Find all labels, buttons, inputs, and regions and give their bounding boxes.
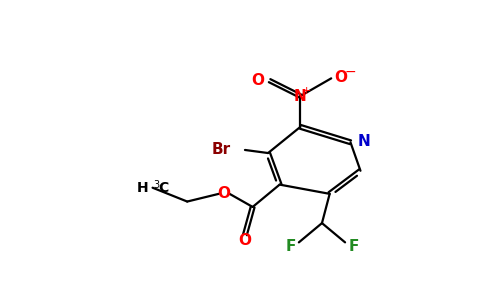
Text: N: N xyxy=(357,134,370,149)
Text: O: O xyxy=(251,73,264,88)
Text: 3: 3 xyxy=(153,180,159,190)
Text: N: N xyxy=(294,88,307,104)
Text: F: F xyxy=(348,239,359,254)
Text: F: F xyxy=(286,239,296,254)
Text: −: − xyxy=(344,65,356,79)
Text: O: O xyxy=(239,232,252,247)
Text: O: O xyxy=(334,70,348,85)
Text: H: H xyxy=(137,181,149,195)
Text: C: C xyxy=(158,181,168,195)
Text: Br: Br xyxy=(212,142,231,158)
Text: +: + xyxy=(302,86,311,96)
Text: O: O xyxy=(218,186,231,201)
